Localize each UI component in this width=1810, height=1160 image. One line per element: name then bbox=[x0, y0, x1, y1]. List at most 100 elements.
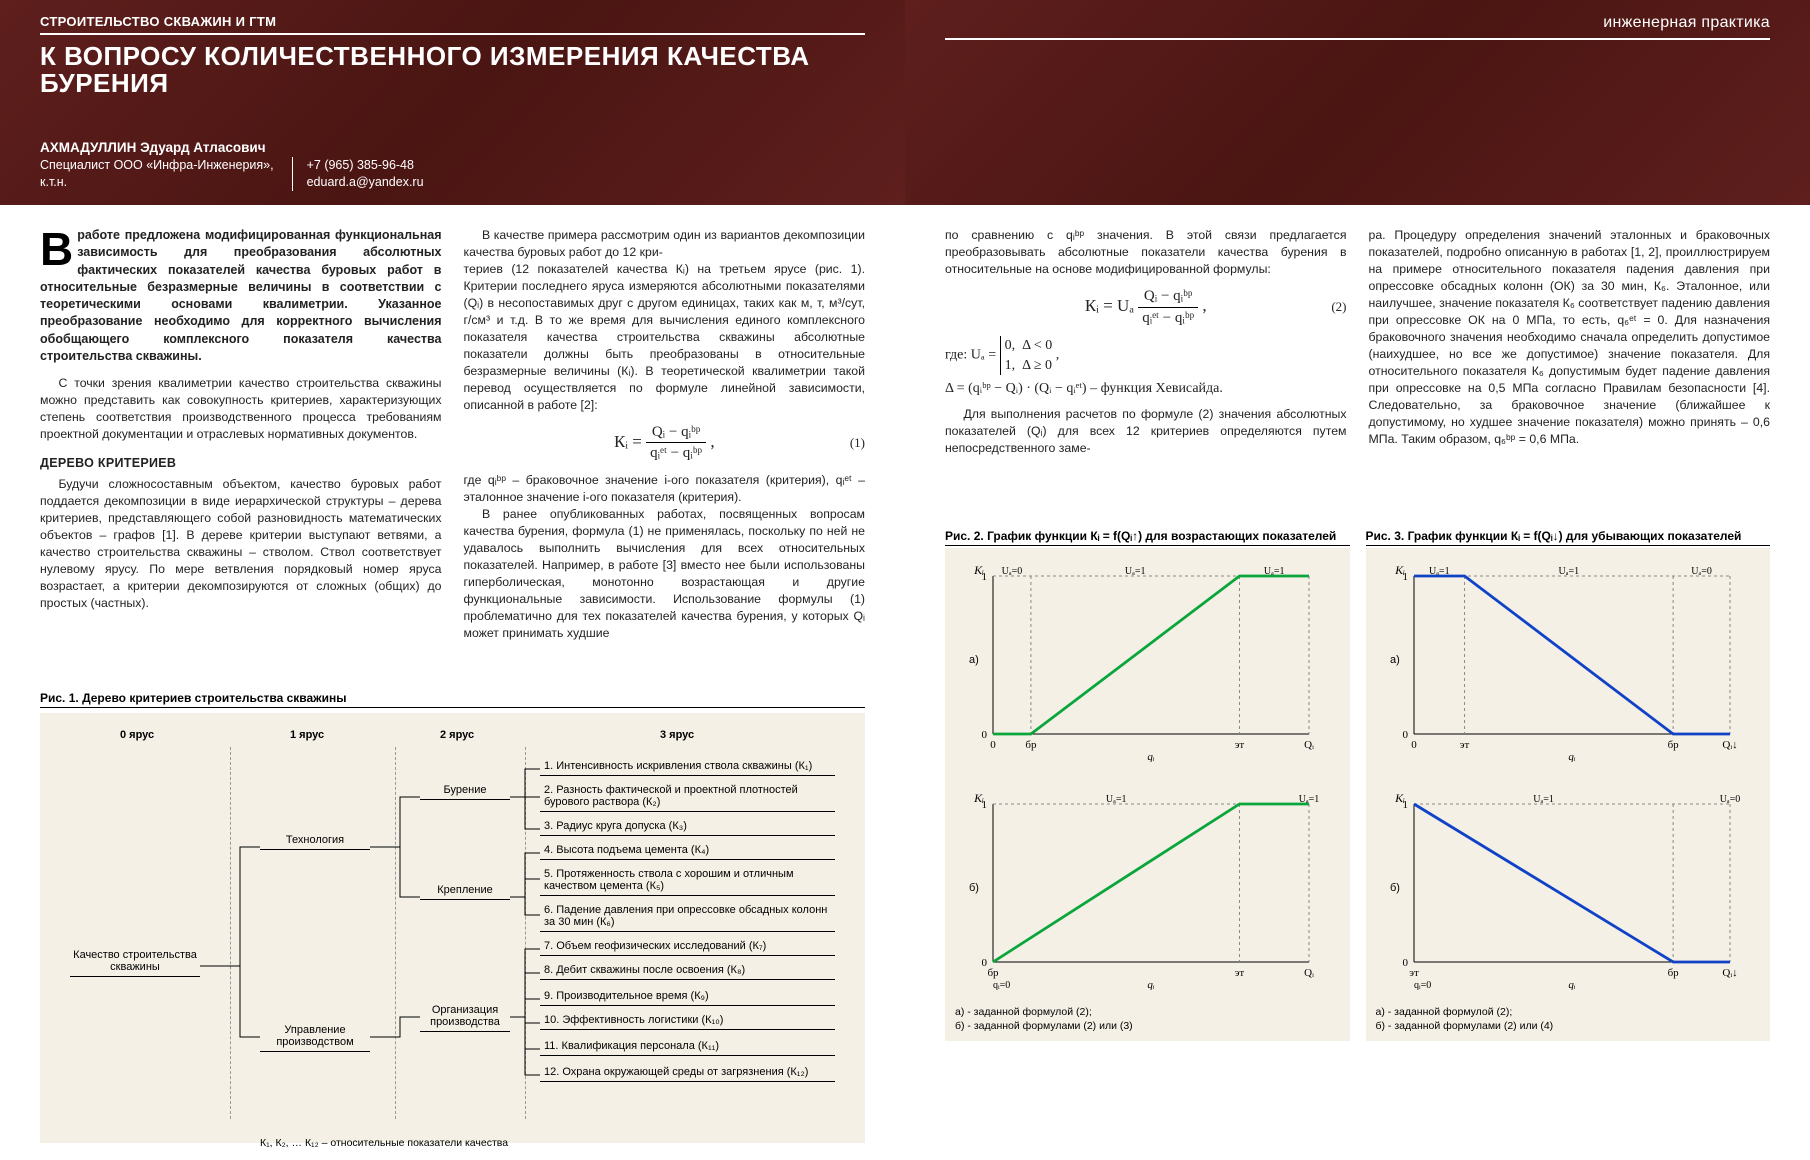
tree-leaf: 8. Дебит скважины после освоения (К₈) bbox=[540, 961, 835, 980]
fig3-panel: 10Кᵢ0этбрQᵢ↓qᵢUₐ=1Uₐ=1Uₐ=0а) 10КᵢэтбрQᵢ↓… bbox=[1366, 548, 1771, 1041]
page-left: СТРОИТЕЛЬСТВО СКВАЖИН И ГТМ К ВОПРОСУ КО… bbox=[0, 0, 905, 1160]
fig2-panel: 10Кᵢ0брэтQᵢqᵢUₐ=0Uₐ=1Uₐ=1а) 10КᵢбрэтQᵢqᵢ… bbox=[945, 548, 1350, 1041]
svg-text:Qᵢ: Qᵢ bbox=[1304, 967, 1314, 979]
tree-node-t2: Бурение bbox=[420, 784, 510, 800]
fig3-column: Рис. 3. График функции Кᵢ = f(Qᵢ↓) для у… bbox=[1366, 523, 1771, 1041]
svg-text:Uₐ=1: Uₐ=1 bbox=[1264, 566, 1285, 577]
heading-tree: ДЕРЕВО КРИТЕРИЕВ bbox=[40, 455, 442, 472]
svg-text:Кᵢ: Кᵢ bbox=[1394, 791, 1405, 805]
tree-node-t2: Крепление bbox=[420, 884, 510, 900]
svg-text:qᵢ: qᵢ bbox=[1147, 751, 1155, 762]
svg-text:эт: эт bbox=[1409, 967, 1419, 979]
rule bbox=[945, 38, 1770, 40]
svg-text:бр: бр bbox=[987, 967, 999, 979]
caption-a: а) - заданной формулой (2); bbox=[955, 1006, 1340, 1020]
numerator: Qᵢ − qᵢᵇᵖ bbox=[1138, 286, 1198, 308]
tree-diagram: 0 ярус 1 ярус 2 ярус 3 ярус Качество стр… bbox=[60, 729, 845, 1149]
svg-text:а): а) bbox=[1390, 654, 1400, 666]
tree-note: К₁, К₂, … К₁₂ – относительные показатели… bbox=[260, 1137, 508, 1149]
svg-text:Uₐ=1: Uₐ=1 bbox=[1533, 794, 1554, 805]
tree-leaf: 3. Радиус круга допуска (К₃) bbox=[540, 817, 835, 836]
svg-text:qᵢ=0: qᵢ=0 bbox=[993, 980, 1010, 990]
fig3-chart-a: 10Кᵢ0этбрQᵢ↓qᵢUₐ=1Uₐ=1Uₐ=0а) bbox=[1382, 562, 1755, 772]
tree-leaf: 11. Квалификация персонала (К₁₁) bbox=[540, 1037, 835, 1056]
para: С точки зрения квалиметрии качество стро… bbox=[40, 375, 442, 443]
svg-text:Qᵢ: Qᵢ bbox=[1304, 739, 1314, 751]
svg-text:Uₐ=1: Uₐ=1 bbox=[1106, 794, 1127, 805]
tier-label-0: 0 ярус bbox=[120, 729, 154, 741]
svg-text:Кᵢ: Кᵢ bbox=[973, 791, 984, 805]
author-phone: +7 (965) 385-96-48 bbox=[307, 157, 424, 174]
formula-lhs: Кᵢ = Uₐ bbox=[1085, 296, 1134, 315]
author-contact: +7 (965) 385-96-48 eduard.a@yandex.ru bbox=[292, 157, 442, 191]
svg-text:0: 0 bbox=[1411, 739, 1417, 751]
svg-text:0: 0 bbox=[1402, 729, 1408, 741]
u-eq: где: Uₐ = bbox=[945, 348, 996, 363]
svg-text:Кᵢ: Кᵢ bbox=[973, 563, 984, 577]
body-right: по сравнению с qᵢᵇᵖ значения. В этой свя… bbox=[905, 205, 1810, 1160]
tree-leaf: 7. Объем геофизических исследований (К₇) bbox=[540, 937, 835, 956]
caption-b: б) - заданной формулами (2) или (3) bbox=[955, 1020, 1340, 1034]
eq-tag: (1) bbox=[850, 434, 865, 452]
svg-text:эт: эт bbox=[1459, 739, 1469, 751]
fig3-caption: а) - заданной формулой (2); б) - заданно… bbox=[1376, 1006, 1761, 1033]
fig1-panel: 0 ярус 1 ярус 2 ярус 3 ярус Качество стр… bbox=[40, 713, 865, 1143]
figures-row: Рис. 2. График функции Кᵢ = f(Qᵢ↑) для в… bbox=[945, 523, 1770, 1041]
svg-text:б): б) bbox=[1390, 882, 1400, 894]
denominator: qᵢᵉᵗ − qᵢᵇᵖ bbox=[1138, 308, 1198, 329]
tree-leaf: 6. Падение давления при опрессовке обсад… bbox=[540, 901, 835, 932]
abstract: Вработе предложена модифицированная функ… bbox=[40, 227, 442, 365]
tree-leaf: 5. Протяженность ствола с хорошим и отли… bbox=[540, 865, 835, 896]
page-spread: СТРОИТЕЛЬСТВО СКВАЖИН И ГТМ К ВОПРОСУ КО… bbox=[0, 0, 1810, 1160]
svg-text:0: 0 bbox=[1402, 957, 1408, 969]
svg-text:qᵢ: qᵢ bbox=[1147, 979, 1155, 990]
svg-text:Uₐ=0: Uₐ=0 bbox=[1691, 566, 1712, 577]
para: по сравнению с qᵢᵇᵖ значения. В этой свя… bbox=[945, 227, 1347, 278]
caption-a: а) - заданной формулой (2); bbox=[1376, 1006, 1761, 1020]
tier-label-3: 3 ярус bbox=[660, 729, 694, 741]
fig3-chart-b: 10КᵢэтбрQᵢ↓qᵢ=0qᵢUₐ=1Uₐ=0б) bbox=[1382, 790, 1755, 1000]
svg-text:Uₐ=1: Uₐ=1 bbox=[1558, 566, 1579, 577]
author-block: АХМАДУЛЛИН Эдуард Атласович Специалист О… bbox=[40, 139, 442, 191]
svg-text:qᵢ=0: qᵢ=0 bbox=[1414, 980, 1431, 990]
tier-divider bbox=[230, 747, 231, 1119]
fig2-title: Рис. 2. График функции Кᵢ = f(Qᵢ↑) для в… bbox=[945, 529, 1350, 546]
fraction: Qᵢ − qᵢᵇᵖqᵢᵉᵗ − qᵢᵇᵖ bbox=[1138, 286, 1198, 328]
svg-text:эт: эт bbox=[1235, 967, 1245, 979]
tier-label-1: 1 ярус bbox=[290, 729, 324, 741]
tree-leaf: 1. Интенсивность искривления ствола сква… bbox=[540, 757, 835, 776]
para: Для выполнения расчетов по формуле (2) з… bbox=[945, 406, 1347, 457]
text-columns-right: по сравнению с qᵢᵇᵖ значения. В этой свя… bbox=[945, 227, 1770, 517]
case-0: 0, Δ < 0 bbox=[1005, 336, 1053, 355]
svg-text:а): а) bbox=[969, 654, 979, 666]
fraction: Qᵢ − qᵢᵇᵖqᵢᵉᵗ − qᵢᵇᵖ bbox=[646, 422, 706, 464]
header-left: СТРОИТЕЛЬСТВО СКВАЖИН И ГТМ К ВОПРОСУ КО… bbox=[0, 0, 905, 205]
para: териев (12 показателей качества Кᵢ) на т… bbox=[464, 261, 866, 414]
fig2-caption: а) - заданной формулой (2); б) - заданно… bbox=[955, 1006, 1340, 1033]
para: В ранее опубликованных работах, посвящен… bbox=[464, 506, 866, 642]
tree-leaf: 2. Разность фактической и проектной плот… bbox=[540, 781, 835, 812]
author-info: АХМАДУЛЛИН Эдуард Атласович Специалист О… bbox=[40, 139, 292, 191]
eq-tag: (2) bbox=[1331, 298, 1346, 316]
section-label: СТРОИТЕЛЬСТВО СКВАЖИН И ГТМ bbox=[40, 14, 865, 29]
formula-2: Кᵢ = Uₐ Qᵢ − qᵢᵇᵖqᵢᵉᵗ − qᵢᵇᵖ , (2) bbox=[945, 286, 1347, 328]
author-role: Специалист ООО «Инфра-Инженерия», bbox=[40, 157, 274, 174]
svg-text:бр: бр bbox=[1025, 739, 1037, 751]
svg-text:qᵢ: qᵢ bbox=[1568, 979, 1576, 990]
formula-lhs: Кᵢ = bbox=[614, 432, 642, 451]
fig2-column: Рис. 2. График функции Кᵢ = f(Qᵢ↑) для в… bbox=[945, 523, 1350, 1041]
tier-divider bbox=[395, 747, 396, 1119]
article-title: К ВОПРОСУ КОЛИЧЕСТВЕННОГО ИЗМЕРЕНИЯ КАЧЕ… bbox=[40, 43, 865, 98]
para: В качестве примера рассмотрим один из ва… bbox=[464, 227, 866, 261]
denominator: qᵢᵉᵗ − qᵢᵇᵖ bbox=[646, 443, 706, 464]
case-1: 1, Δ ≥ 0 bbox=[1005, 356, 1053, 375]
svg-text:бр: бр bbox=[1667, 739, 1679, 751]
fig1-title: Рис. 1. Дерево критериев строительства с… bbox=[40, 691, 865, 708]
numerator: Qᵢ − qᵢᵇᵖ bbox=[646, 422, 706, 444]
para: Будучи сложносоставным объектом, качеств… bbox=[40, 476, 442, 612]
tree-node-t1: Управление производством bbox=[260, 1024, 370, 1052]
author-email: eduard.a@yandex.ru bbox=[307, 174, 424, 191]
abstract-text: работе предложена модифицированная функц… bbox=[40, 228, 442, 363]
fig2-chart-a: 10Кᵢ0брэтQᵢqᵢUₐ=0Uₐ=1Uₐ=1а) bbox=[961, 562, 1334, 772]
tier-label-2: 2 ярус bbox=[440, 729, 474, 741]
